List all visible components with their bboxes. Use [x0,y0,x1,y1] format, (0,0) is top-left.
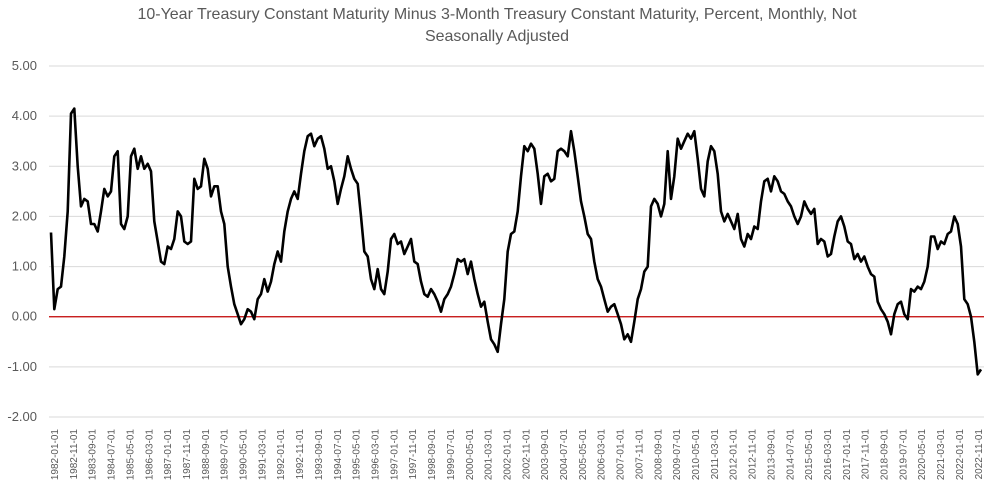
chart-title: 10-Year Treasury Constant Maturity Minus… [0,4,994,48]
y-tick-label: 3.00 [12,158,37,173]
x-tick-label: 1987-01-01 [163,429,174,481]
x-tick-label: 2006-03-01 [597,429,608,481]
x-tick-label: 1991-03-01 [257,429,268,481]
x-tick-label: 2012-01-01 [729,429,740,481]
x-tick-label: 1987-11-01 [182,429,193,480]
x-tick-label: 2018-09-01 [880,429,891,481]
x-tick-label: 2022-01-01 [955,429,966,481]
x-tick-label: 2021-03-01 [936,429,947,481]
x-tick-label: 1985-05-01 [125,429,136,481]
x-tick-label: 2002-11-01 [521,429,532,480]
x-tick-label: 1984-07-01 [107,429,118,481]
x-tick-label: 1994-07-01 [333,429,344,481]
x-tick-label: 1997-11-01 [408,429,419,480]
x-tick-label: 1993-09-01 [314,429,325,481]
x-tick-label: 2008-09-01 [653,429,664,481]
x-tick-label: 1998-09-01 [427,429,438,481]
x-axis-ticks: 1982-01-01 1982-11-01 1983-09-01 1984-07-01… [50,429,985,481]
grid-lines [49,65,984,418]
x-tick-label: 1999-07-01 [446,429,457,481]
x-tick-label: 1996-03-01 [370,429,381,481]
x-tick-label: 2002-01-01 [502,429,513,481]
x-tick-label: 2004-07-01 [559,429,570,481]
y-tick-label: 0.00 [12,309,37,324]
y-tick-label: 2.00 [12,208,37,223]
x-tick-label: 2020-05-01 [917,429,928,481]
x-tick-label: 2010-05-01 [691,429,702,481]
x-tick-label: 2003-09-01 [540,429,551,481]
x-tick-label: 1983-09-01 [88,429,99,481]
x-tick-label: 1997-01-01 [389,429,400,481]
y-tick-label: 1.00 [12,259,37,274]
x-tick-label: 1990-05-01 [239,429,250,481]
x-tick-label: 2001-03-01 [484,429,495,481]
x-tick-label: 2014-07-01 [785,429,796,481]
x-tick-label: 2007-01-01 [616,429,627,481]
x-tick-label: 1989-07-01 [220,429,231,481]
x-tick-label: 2005-05-01 [578,429,589,481]
x-tick-label: 2016-03-01 [823,429,834,481]
y-tick-label: -1.00 [7,359,37,374]
x-tick-label: 2009-07-01 [672,429,683,481]
x-tick-label: 2019-07-01 [898,429,909,481]
x-tick-label: 1992-11-01 [295,429,306,480]
x-tick-label: 2022-11-01 [974,429,985,480]
y-axis-ticks: 5.00 4.00 3.00 2.00 1.00 0.00 -1.00 -2.00 [7,58,37,424]
x-tick-label: 2000-05-01 [465,429,476,481]
x-tick-label: 1982-11-01 [69,429,80,480]
x-tick-label: 1982-01-01 [50,429,61,481]
series-line [49,107,983,376]
y-tick-label: 5.00 [12,58,37,73]
x-tick-label: 1992-01-01 [276,429,287,481]
x-tick-label: 2007-11-01 [634,429,645,480]
x-tick-label: 2017-11-01 [861,429,872,480]
chart-title-line-2: Seasonally Adjusted [424,28,570,45]
series-layer [49,107,983,376]
x-tick-label: 1986-03-01 [144,429,155,481]
x-tick-label: 1988-09-01 [201,429,212,481]
x-tick-label: 2011-03-01 [710,429,721,480]
y-tick-label: -2.00 [7,409,37,424]
x-tick-label: 2012-11-01 [748,429,759,480]
x-tick-label: 2017-01-01 [842,429,853,481]
y-tick-label: 4.00 [12,108,37,123]
chart-title-line-1: 10-Year Treasury Constant Maturity Minus… [137,6,857,23]
x-tick-label: 2013-09-01 [766,429,777,481]
x-tick-label: 1995-05-01 [352,429,363,481]
x-tick-label: 2015-05-01 [804,429,815,481]
